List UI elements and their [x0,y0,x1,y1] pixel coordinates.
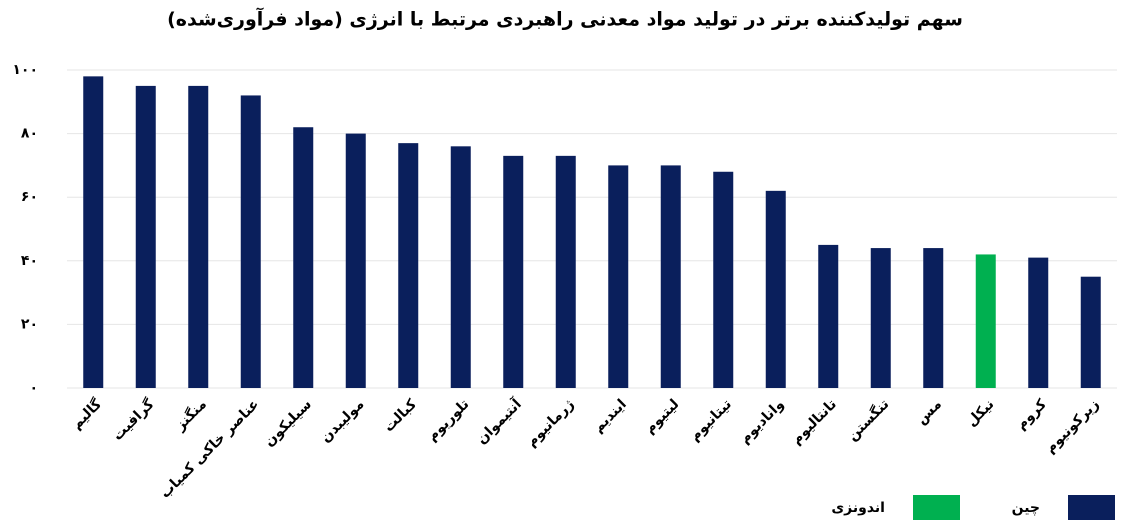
bar [135,85,156,389]
bar [345,133,366,388]
x-tick-label: تانتالیوم [788,396,839,447]
legend-swatch [1068,495,1115,520]
x-tick-label: منگنز [171,396,210,435]
bar [923,248,944,388]
y-tick-label: ۸۰ [21,126,38,142]
bar [660,165,681,388]
x-tick-label: تیتانیوم [687,396,735,444]
bar [188,85,209,389]
bar [975,254,996,388]
bar [1028,257,1049,388]
x-tick-label: عناصر خاکی کمیاب [157,396,262,501]
x-tick-label: کروم [1013,396,1050,433]
y-tick-label: ۲۰ [21,316,38,332]
bar [450,146,471,388]
x-tick-label: سیلیکون [261,396,315,450]
bar [765,190,786,388]
bar [713,171,734,388]
x-tick-label: ایندیم [590,396,630,436]
x-tick-label: وانادیوم [737,396,788,447]
bar [818,244,839,388]
x-tick-label: تنگستن [844,396,893,445]
legend-label: اندونزی [831,500,885,516]
y-tick-label: ۱۰۰ [12,62,38,78]
x-tick-label: کبالت [381,396,421,436]
bar [555,155,576,388]
x-tick-label: تلوریوم [424,396,472,444]
bar [293,127,314,389]
legend-label: چین [1012,500,1040,516]
x-tick-label: گرافیت [109,395,158,444]
bar [1080,276,1101,388]
bar [398,143,419,388]
chart-title: سهم تولیدکننده برتر در تولید مواد معدنی … [167,7,963,31]
x-tick-label: زیرکونیوم [1042,396,1102,456]
x-tick-label: مس [913,396,944,427]
bar [83,76,104,389]
legend-swatch [913,495,960,520]
x-tick-label: نیکل [964,396,998,430]
bar [608,165,629,388]
y-tick-label: ۶۰ [21,189,38,205]
x-tick-label: مولیبدن [318,396,368,446]
y-tick-label: ۰ [29,380,38,396]
bar [240,95,261,388]
x-tick-label: گالیم [68,395,106,433]
x-tick-label: ژرمانیوم [524,396,578,450]
bar [503,155,524,388]
bar [870,248,891,388]
x-tick-label: لیتیوم [642,396,683,437]
y-tick-label: ۴۰ [21,253,38,269]
x-tick-label: آنتیموان [472,394,525,447]
